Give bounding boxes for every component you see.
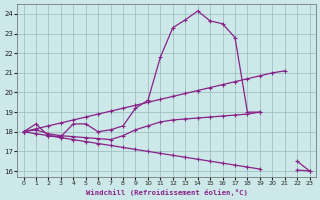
X-axis label: Windchill (Refroidissement éolien,°C): Windchill (Refroidissement éolien,°C) <box>86 189 248 196</box>
